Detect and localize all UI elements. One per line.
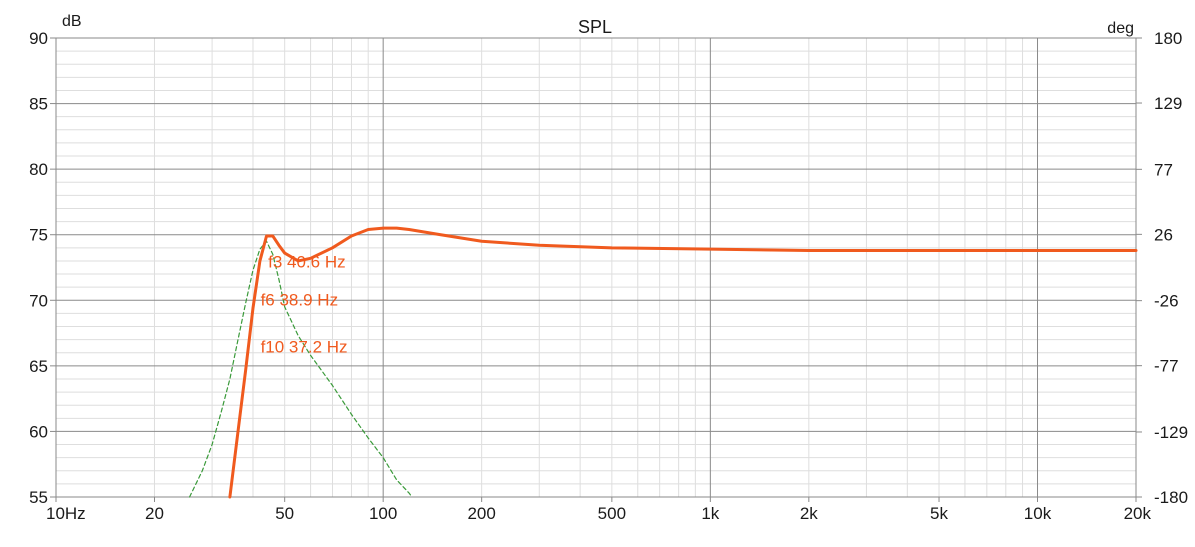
- y2-tick-label: -180: [1154, 488, 1188, 507]
- y2-tick-label: -129: [1154, 423, 1188, 442]
- series-layer: [188, 226, 1138, 499]
- x-tick-label: 500: [598, 504, 626, 523]
- x-tick-label: 20k: [1124, 504, 1152, 523]
- frequency-annotation: f10 37.2 Hz: [261, 338, 348, 357]
- annotation-layer: f3 40.6 Hz f6 38.9 Hz f10 37.2 Hz: [261, 253, 348, 357]
- x-axis-ticks: 10Hz 20 50 100 200 500 1k 2k 5k 10k 20k: [46, 497, 1151, 523]
- y-axis-ticks: 90 85 80 75 70 65 60 55: [29, 29, 56, 507]
- x-tick-label: 2k: [800, 504, 818, 523]
- x-tick-label: 10Hz: [46, 504, 86, 523]
- series-line-solid: [228, 226, 1138, 499]
- grid-minor: [56, 38, 1136, 497]
- y-tick-label: 55: [29, 488, 48, 507]
- y2-tick-label: 180: [1154, 29, 1182, 48]
- chart-title: SPL: [578, 17, 612, 37]
- x-tick-label: 100: [369, 504, 397, 523]
- y-tick-label: 70: [29, 291, 48, 310]
- y-tick-label: 60: [29, 422, 48, 441]
- x-tick-label: 5k: [930, 504, 948, 523]
- y2-tick-label: -26: [1154, 292, 1179, 311]
- x-tick-label: 10k: [1024, 504, 1052, 523]
- y-tick-label: 85: [29, 95, 48, 114]
- y-tick-label: 80: [29, 160, 48, 179]
- frequency-annotation: f6 38.9 Hz: [261, 291, 339, 310]
- series-line-dashed: [188, 240, 413, 498]
- y2-tick-label: 129: [1154, 94, 1182, 113]
- plot-frame: [55, 37, 1137, 498]
- x-tick-label: 1k: [701, 504, 719, 523]
- x-tick-label: 20: [145, 504, 164, 523]
- y-tick-label: 90: [29, 29, 48, 48]
- y2-axis-ticks: 180 129 77 26 -26 -77 -129 -180: [1136, 29, 1188, 507]
- y2-tick-label: 77: [1154, 160, 1173, 179]
- x-tick-label: 200: [467, 504, 495, 523]
- y-tick-label: 65: [29, 357, 48, 376]
- y2-axis-unit: deg: [1107, 20, 1134, 37]
- grid-major: [56, 38, 1136, 497]
- y-axis-unit: dB: [62, 13, 82, 30]
- y2-tick-label: -77: [1154, 357, 1179, 376]
- y-tick-label: 75: [29, 226, 48, 245]
- frequency-annotation: f3 40.6 Hz: [268, 253, 346, 272]
- x-tick-label: 50: [275, 504, 294, 523]
- y2-tick-label: 26: [1154, 225, 1173, 244]
